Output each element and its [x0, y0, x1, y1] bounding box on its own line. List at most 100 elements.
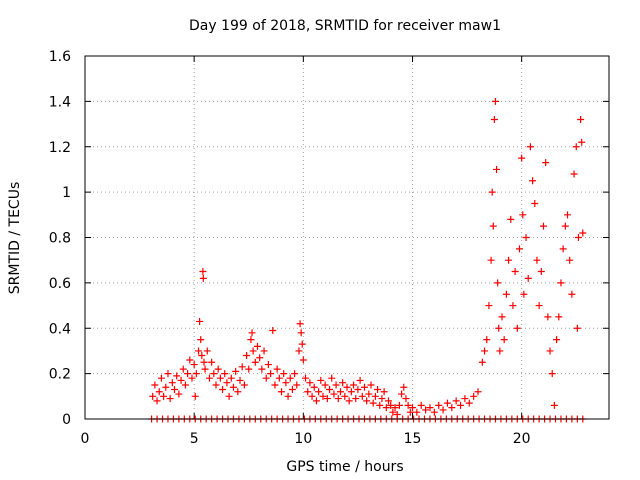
data-point [345, 397, 353, 405]
data-point [481, 347, 489, 355]
data-point [332, 381, 340, 389]
data-point [195, 347, 203, 355]
data-point [166, 395, 174, 403]
data-point [328, 374, 336, 382]
data-point [507, 215, 515, 223]
data-point [520, 290, 528, 298]
data-point [221, 370, 229, 378]
data-point [546, 347, 554, 355]
data-point [216, 374, 224, 382]
data-point [299, 356, 307, 364]
data-point [417, 401, 425, 409]
data-point [304, 388, 312, 396]
data-point [387, 401, 395, 409]
data-point [572, 143, 580, 151]
data-point [570, 170, 578, 178]
data-point [319, 392, 327, 400]
grid-lines [85, 56, 609, 419]
data-point [500, 336, 508, 344]
data-point [515, 245, 523, 253]
data-point [395, 401, 403, 409]
data-point [258, 365, 266, 373]
data-point [511, 268, 519, 276]
data-point [284, 392, 292, 400]
data-point [461, 395, 469, 403]
data-point [347, 388, 355, 396]
data-point [155, 388, 163, 396]
data-point [171, 386, 179, 394]
data-point [568, 290, 576, 298]
data-point [350, 381, 358, 389]
data-point [519, 211, 527, 219]
data-point [229, 383, 237, 391]
data-point [435, 401, 443, 409]
data-point [256, 354, 264, 362]
data-point [315, 388, 323, 396]
data-point [378, 395, 386, 403]
data-point [535, 302, 543, 310]
x-tick-label: 15 [404, 431, 422, 447]
data-point [553, 336, 561, 344]
x-tick-label: 0 [81, 431, 90, 447]
data-point [225, 392, 233, 400]
data-point [380, 388, 388, 396]
data-point [358, 392, 366, 400]
data-point [162, 383, 170, 391]
data-point [406, 408, 414, 416]
data-point [566, 256, 574, 264]
data-point [188, 374, 196, 382]
data-point [168, 379, 176, 387]
data-point [382, 404, 390, 412]
data-point [247, 336, 255, 344]
data-point [574, 234, 582, 241]
data-point [491, 97, 499, 105]
data-point [550, 401, 558, 409]
x-tick-label: 20 [513, 431, 531, 447]
data-point [175, 390, 183, 398]
y-tick-label: 1 [62, 185, 71, 201]
y-tick-label: 1.6 [49, 49, 71, 65]
y-tick-label: 0.8 [49, 231, 71, 247]
data-point [509, 302, 517, 310]
data-point [302, 374, 310, 382]
data-point [267, 370, 275, 378]
data-point [483, 336, 491, 344]
y-tick-label: 0.6 [49, 276, 71, 292]
data-point [430, 408, 438, 416]
data-point [153, 397, 161, 405]
plot-frame [84, 55, 610, 420]
data-point [293, 381, 301, 389]
data-point [555, 313, 563, 321]
data-point [234, 388, 242, 396]
data-point [236, 376, 244, 384]
data-point [199, 274, 207, 282]
data-point [533, 256, 541, 264]
data-point [439, 406, 447, 414]
data-point [243, 351, 251, 359]
data-point [262, 374, 270, 382]
data-point [352, 395, 360, 403]
data-point [367, 381, 375, 389]
x-tick-label: 10 [294, 431, 312, 447]
data-point [360, 383, 368, 391]
data-point [232, 367, 240, 375]
y-axis-label: SRMTID / TECUs [7, 182, 23, 295]
data-point [490, 116, 498, 124]
data-point [413, 408, 421, 416]
data-point [542, 159, 550, 167]
chart-title: Day 199 of 2018, SRMTID for receiver maw… [189, 18, 501, 34]
y-tick-label: 1.2 [49, 140, 71, 156]
data-point [578, 138, 586, 146]
data-point [326, 386, 334, 394]
data-point [223, 379, 231, 387]
data-point [249, 347, 257, 355]
data-point [271, 381, 279, 389]
data-point [485, 302, 493, 310]
data-point [310, 383, 318, 391]
data-point [275, 374, 283, 382]
data-point [363, 397, 371, 405]
data-point [448, 404, 456, 412]
data-point [478, 358, 486, 366]
data-point [498, 313, 506, 321]
data-point [269, 327, 277, 335]
